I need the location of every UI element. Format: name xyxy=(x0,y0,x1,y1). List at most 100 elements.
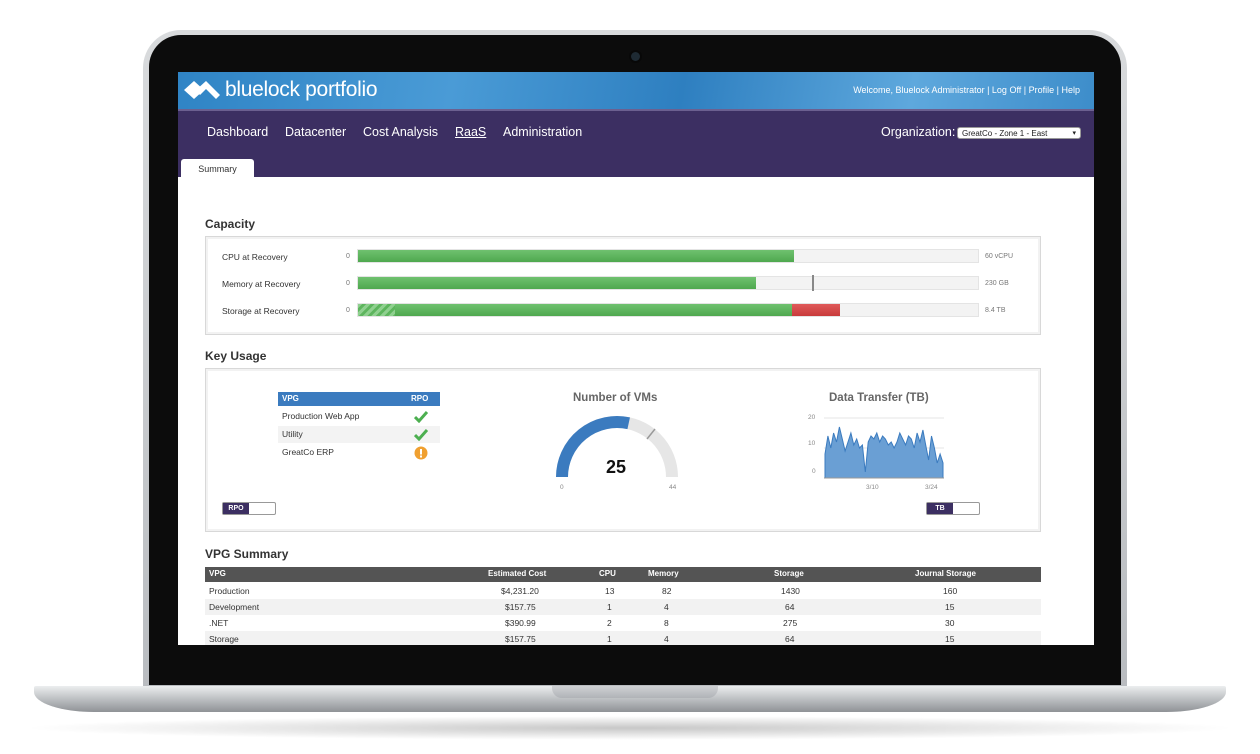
cell-cpu: 1 xyxy=(607,602,612,612)
cell-cost: $157.75 xyxy=(505,634,536,644)
col-memory: Memory xyxy=(648,569,679,578)
col-cpu: CPU xyxy=(599,569,616,578)
tab-summary[interactable]: Summary xyxy=(181,159,254,179)
select-arrow-icon: ▾ xyxy=(1072,130,1076,137)
transfer-chart xyxy=(824,417,944,479)
top-bar: bluelock portfolio Welcome, Bluelock Adm… xyxy=(178,72,1094,109)
cell-cpu: 1 xyxy=(607,634,612,644)
main-nav: Dashboard Datacenter Cost Analysis RaaS … xyxy=(178,109,1094,179)
memory-recovery-label: Memory at Recovery xyxy=(222,279,301,289)
profile-link[interactable]: Profile xyxy=(1028,85,1055,95)
vms-gauge xyxy=(556,416,678,478)
webcam-icon xyxy=(631,52,640,61)
vms-min: 0 xyxy=(560,484,564,491)
welcome-text: Welcome, Bluelock Administrator xyxy=(853,85,985,95)
gauge-target-marker xyxy=(646,428,656,440)
capacity-title: Capacity xyxy=(205,217,256,231)
vms-value: 25 xyxy=(606,457,627,477)
tb-toggle[interactable]: TB xyxy=(926,502,980,515)
cell-storage: 64 xyxy=(785,602,795,612)
transfer-title: Data Transfer (TB) xyxy=(829,392,929,404)
user-links: Welcome, Bluelock Administrator | Log Of… xyxy=(853,85,1080,95)
app-screen: bluelock portfolio Welcome, Bluelock Adm… xyxy=(178,72,1094,645)
vpg-rpo-row[interactable]: GreatCo ERP xyxy=(278,444,440,461)
cell-vpg: Production xyxy=(209,586,250,596)
vpg-rpo-name: Production Web App xyxy=(282,411,360,421)
transfer-x-tick: 3/24 xyxy=(925,484,938,491)
vpg-rpo-name: GreatCo ERP xyxy=(282,447,334,457)
cell-journal: 15 xyxy=(945,602,955,612)
cell-cost: $4,231.20 xyxy=(501,586,539,596)
cell-vpg: Development xyxy=(209,602,260,612)
laptop-base-notch xyxy=(552,686,718,698)
vpg-summary-title: VPG Summary xyxy=(205,547,289,561)
transfer-y-tick: 10 xyxy=(808,440,816,447)
cpu-recovery-bar xyxy=(357,249,979,263)
table-row[interactable]: Storage $157.75 1 4 64 15 xyxy=(205,631,1041,645)
laptop-shadow xyxy=(20,716,1240,740)
col-storage: Storage xyxy=(774,569,804,578)
nav-dashboard[interactable]: Dashboard xyxy=(207,125,269,139)
vpg-summary-header: VPG Estimated Cost CPU Memory Storage Jo… xyxy=(205,567,1041,582)
cell-journal: 30 xyxy=(945,618,955,628)
rpo-toggle[interactable]: RPO xyxy=(222,502,276,515)
vpg-rpo-name: Utility xyxy=(282,429,303,439)
table-row[interactable]: Production $4,231.20 13 82 1430 160 xyxy=(205,583,1041,599)
checkmark-icon xyxy=(414,429,428,441)
storage-recovery-over xyxy=(792,304,840,316)
help-link[interactable]: Help xyxy=(1061,85,1080,95)
nav-administration[interactable]: Administration xyxy=(503,125,583,139)
nav-datacenter[interactable]: Datacenter xyxy=(285,125,347,139)
vpg-col-header: VPG xyxy=(282,394,299,403)
organization-label: Organization: xyxy=(881,125,956,139)
tb-toggle-label: TB xyxy=(927,503,953,514)
transfer-x-tick: 3/10 xyxy=(866,484,879,491)
storage-recovery-fill xyxy=(358,304,792,316)
cpu-recovery-fill xyxy=(358,250,794,262)
warning-icon xyxy=(414,446,428,460)
table-row[interactable]: .NET $390.99 2 8 275 30 xyxy=(205,615,1041,631)
transfer-area-series xyxy=(824,426,944,479)
gauge-fill xyxy=(556,416,630,478)
cell-cpu: 2 xyxy=(607,618,612,628)
cell-vpg: Storage xyxy=(209,634,239,644)
organization-value: GreatCo - Zone 1 - East xyxy=(962,129,1048,138)
cpu-recovery-max: 60 vCPU xyxy=(985,253,1014,260)
cell-storage: 275 xyxy=(783,618,798,628)
storage-recovery-label: Storage at Recovery xyxy=(222,306,300,316)
cell-journal: 160 xyxy=(943,586,958,596)
cell-cpu: 13 xyxy=(605,586,615,596)
vpg-rpo-row[interactable]: Production Web App xyxy=(278,408,440,425)
vpg-rpo-row[interactable]: Utility xyxy=(278,426,440,443)
nav-raas[interactable]: RaaS xyxy=(455,125,487,139)
storage-recovery-min: 0 xyxy=(346,307,350,314)
memory-recovery-fill xyxy=(358,277,756,289)
vpg-rpo-header: VPG RPO xyxy=(278,392,440,406)
col-estimated-cost: Estimated Cost xyxy=(488,569,547,578)
cell-memory: 82 xyxy=(662,586,672,596)
vms-title: Number of VMs xyxy=(573,392,658,404)
col-vpg: VPG xyxy=(209,569,226,578)
storage-recovery-max: 8.4 TB xyxy=(985,307,1006,314)
nav-cost-analysis[interactable]: Cost Analysis xyxy=(363,125,439,139)
logoff-link[interactable]: Log Off xyxy=(991,85,1022,95)
key-usage-title: Key Usage xyxy=(205,349,267,363)
cell-memory: 4 xyxy=(664,634,669,644)
cell-memory: 4 xyxy=(664,602,669,612)
checkmark-icon xyxy=(414,411,428,423)
organization-select[interactable]: GreatCo - Zone 1 - East ▾ xyxy=(957,127,1081,139)
brand-name[interactable]: bluelock portfolio xyxy=(225,78,378,101)
transfer-y-tick: 20 xyxy=(808,414,816,421)
memory-recovery-bar xyxy=(357,275,979,291)
cell-cost: $157.75 xyxy=(505,602,536,612)
cell-storage: 1430 xyxy=(781,586,800,596)
cell-journal: 15 xyxy=(945,634,955,644)
bluelock-logo-icon xyxy=(184,81,220,99)
memory-recovery-max: 230 GB xyxy=(985,280,1009,287)
memory-recovery-min: 0 xyxy=(346,280,350,287)
cpu-recovery-label: CPU at Recovery xyxy=(222,252,288,262)
transfer-y-tick: 0 xyxy=(812,468,816,475)
table-row[interactable]: Development $157.75 1 4 64 15 xyxy=(205,599,1041,615)
cell-vpg: .NET xyxy=(209,618,229,628)
rpo-toggle-label: RPO xyxy=(223,503,249,514)
